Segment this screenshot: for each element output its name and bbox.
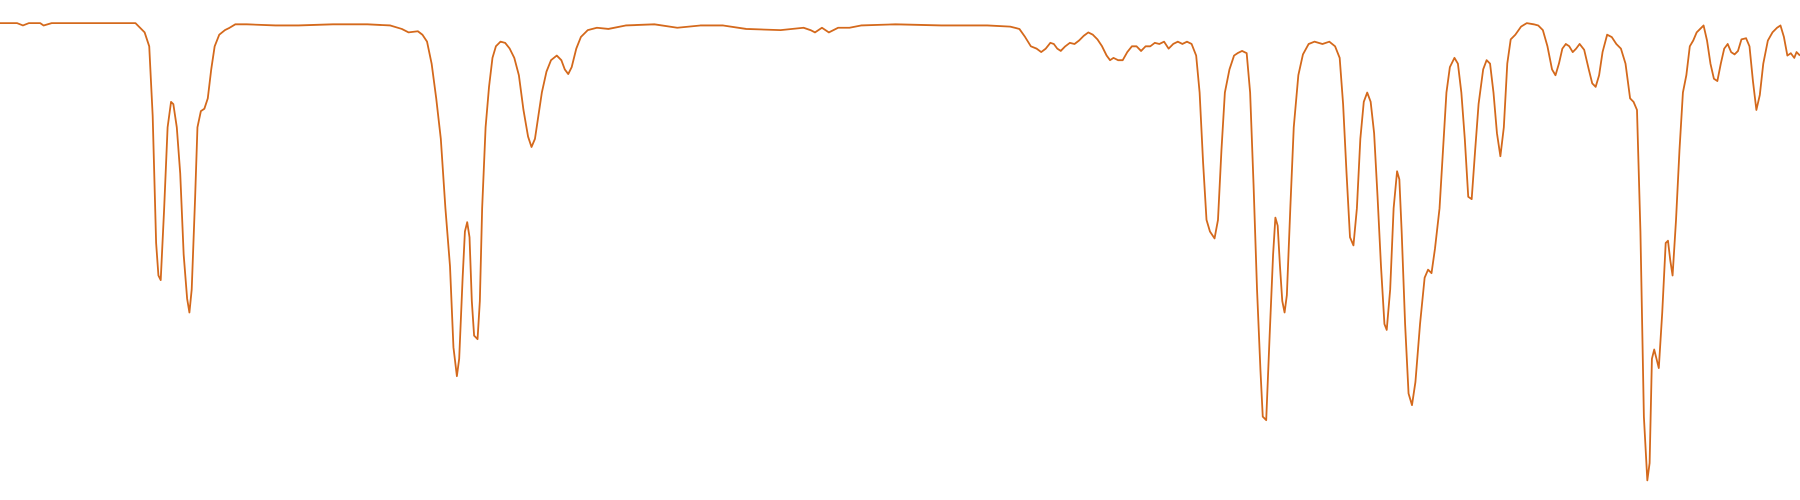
- spectrum-line: [0, 22, 1800, 482]
